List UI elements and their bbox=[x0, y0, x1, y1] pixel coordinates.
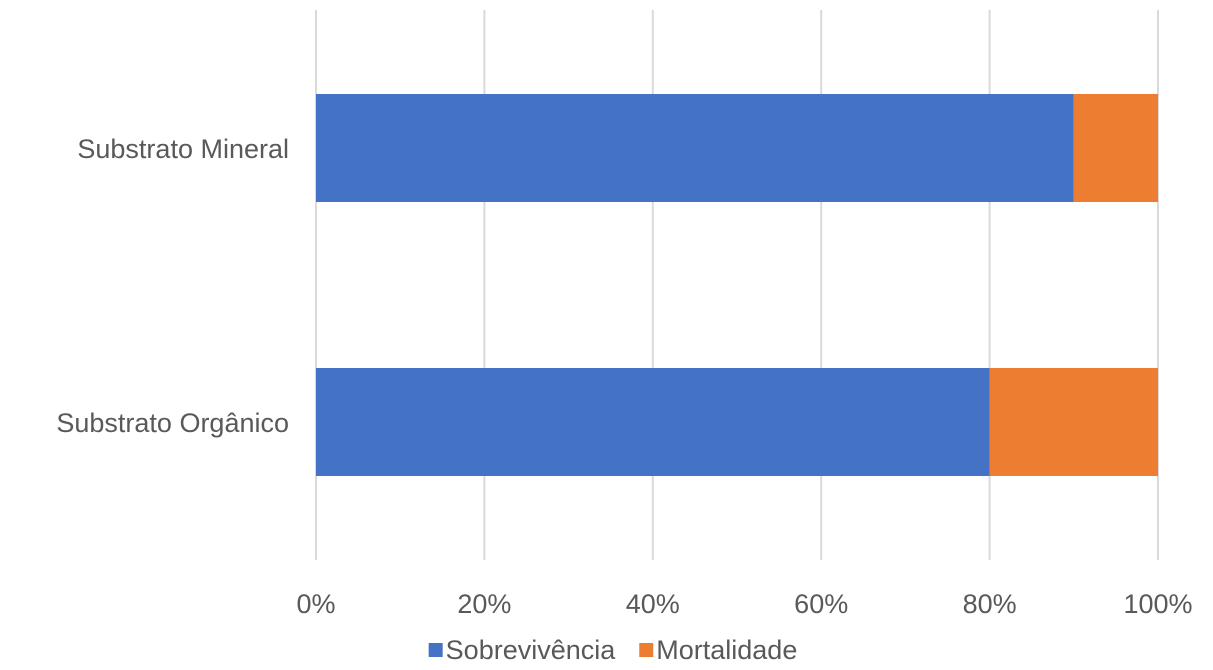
category-label-0: Substrato Mineral bbox=[77, 134, 289, 164]
x-tick-label-2: 40% bbox=[626, 589, 680, 619]
x-tick-label-0: 0% bbox=[296, 589, 335, 619]
legend-swatch-0 bbox=[428, 643, 443, 657]
legend: Sobrevivência Mortalidade bbox=[428, 635, 797, 665]
category-label-1: Substrato Orgânico bbox=[56, 408, 289, 438]
gridlines bbox=[315, 10, 1159, 560]
x-tick-label-3: 60% bbox=[794, 589, 848, 619]
x-tick-label-4: 80% bbox=[963, 589, 1017, 619]
x-axis-tick-labels: 0% 20% 40% 60% 80% 100% bbox=[296, 589, 1192, 619]
legend-item-0: Sobrevivência bbox=[428, 635, 617, 665]
legend-label-0: Sobrevivência bbox=[446, 635, 617, 665]
bar-mortalidade-1 bbox=[989, 368, 1158, 476]
x-tick-label-5: 100% bbox=[1123, 589, 1192, 619]
bar-sobrevivencia-1 bbox=[316, 368, 990, 476]
legend-label-1: Mortalidade bbox=[656, 635, 797, 665]
bar-sobrevivencia-0 bbox=[316, 94, 1074, 202]
legend-item-1: Mortalidade bbox=[639, 635, 797, 665]
legend-swatch-1 bbox=[639, 643, 654, 657]
bar-mortalidade-0 bbox=[1073, 94, 1158, 202]
x-tick-label-1: 20% bbox=[457, 589, 511, 619]
bars bbox=[316, 94, 1158, 476]
category-labels: Substrato Mineral Substrato Orgânico bbox=[56, 134, 289, 438]
